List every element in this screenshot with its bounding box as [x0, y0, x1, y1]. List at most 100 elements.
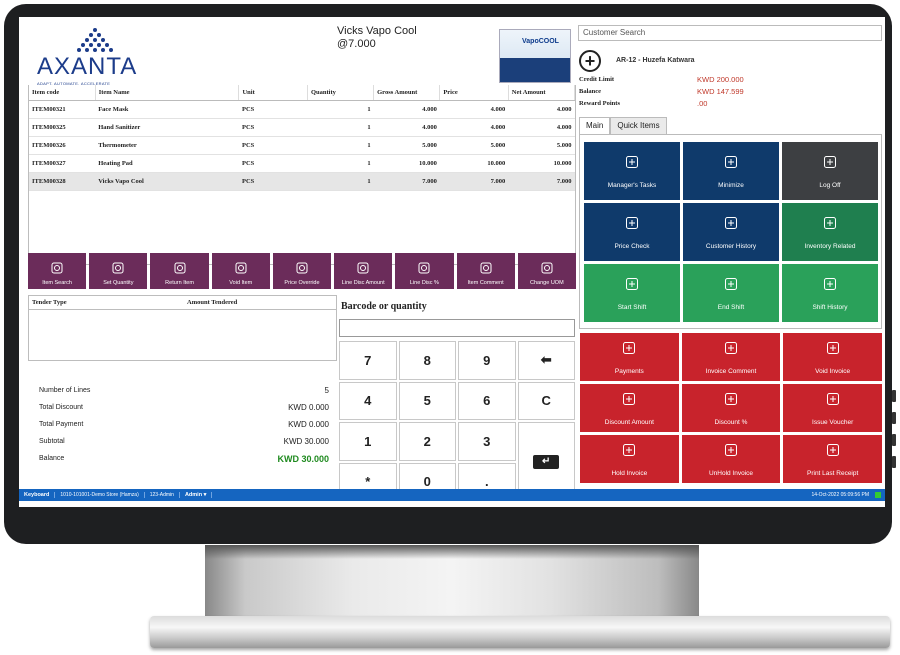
unhold-invoice-icon: [723, 442, 739, 470]
table-row[interactable]: ITEM00325 Hand Sanitizer PCS 1 4.000 4.000 4.0…: [29, 118, 575, 137]
column-header-price[interactable]: Price: [439, 85, 509, 101]
enter-key[interactable]: ↵: [517, 422, 575, 501]
key-3[interactable]: 3: [458, 422, 516, 461]
key-clear[interactable]: C: [517, 381, 575, 420]
customer-history-icon: [723, 215, 739, 243]
minimize-label: Minimize: [718, 181, 744, 189]
minimize-tile[interactable]: Minimize: [683, 142, 779, 200]
reward-points-value: .00: [697, 98, 708, 108]
void-item-button[interactable]: Void Item: [211, 253, 270, 289]
current-item-name: Vicks Vapo Cool: [337, 25, 417, 37]
table-row[interactable]: ITEM00321 Face Mask PCS 1 4.000 4.000 4.000: [29, 100, 575, 119]
balance-row: Balance KWD 30.000: [39, 450, 329, 467]
line-disc-amount-icon: [355, 260, 371, 280]
end-shift-label: End Shift: [717, 303, 745, 311]
hold-invoice-tile[interactable]: Hold Invoice: [580, 435, 679, 483]
table-cell: 7.000: [439, 172, 509, 191]
key-1[interactable]: 1: [339, 422, 397, 461]
table-cell: ITEM00325: [29, 118, 96, 137]
barcode-input[interactable]: [339, 319, 575, 337]
discount-amount-tile[interactable]: Discount Amount: [580, 384, 679, 432]
current-item-price: @7.000: [337, 38, 376, 50]
customer-search-input[interactable]: Customer Search: [578, 25, 882, 41]
table-cell: 4.000: [373, 118, 440, 137]
table-cell: 5.000: [439, 136, 509, 155]
item-search-button[interactable]: Item Search: [28, 253, 87, 289]
item-comment-button[interactable]: Item Comment: [456, 253, 515, 289]
set-quantity-button[interactable]: Set Quantity: [89, 253, 148, 289]
void-invoice-tile[interactable]: Void Invoice: [783, 333, 882, 381]
customer-name: AR-12 - Huzefa Katwara: [616, 57, 695, 64]
add-customer-button[interactable]: +: [579, 50, 601, 72]
start-shift-tile[interactable]: Start Shift: [584, 264, 680, 322]
user-label: 123-Admin: [145, 492, 180, 498]
issue-voucher-tile[interactable]: Issue Voucher: [783, 384, 882, 432]
key-8[interactable]: 8: [398, 341, 456, 380]
column-header-unit[interactable]: Unit: [238, 85, 308, 101]
return-item-icon: [172, 260, 188, 280]
hold-invoice-icon: [621, 442, 637, 470]
lines-row: Number of Lines 5: [39, 382, 329, 399]
key-6[interactable]: 6: [458, 381, 516, 420]
column-header-item-name[interactable]: Item Name: [95, 85, 240, 101]
unhold-invoice-tile[interactable]: UnHold Invoice: [681, 435, 781, 483]
reward-points-label: Reward Points: [579, 99, 620, 107]
end-shift-tile[interactable]: End Shift: [683, 264, 779, 322]
balance-value: KWD 30.000: [277, 453, 329, 464]
table-row[interactable]: ITEM00327 Heating Pad PCS 1 10.000 10.000 10.0…: [29, 154, 575, 173]
key-2[interactable]: 2: [398, 422, 456, 461]
key-7[interactable]: 7: [339, 341, 397, 380]
tab-main[interactable]: Main: [579, 117, 611, 135]
invoice-comment-tile[interactable]: Invoice Comment: [681, 333, 781, 381]
inventory-related-tile[interactable]: Inventory Related: [782, 203, 878, 261]
return-item-button[interactable]: Return Item: [150, 253, 209, 289]
void-invoice-label: Void Invoice: [815, 367, 851, 375]
key-backspace[interactable]: ⬅: [517, 341, 575, 380]
column-header-item-code[interactable]: Item code: [29, 85, 96, 101]
table-cell: ITEM00321: [29, 100, 96, 119]
keyboard-button[interactable]: Keyboard: [19, 492, 56, 498]
set-quantity-icon: [110, 260, 126, 280]
line-disc-percent-button[interactable]: Line Disc %: [395, 253, 454, 289]
tab-bar: Main Quick Items: [579, 117, 667, 135]
void-invoice-icon: [825, 340, 841, 368]
change-uom-button[interactable]: Change UOM: [517, 253, 576, 289]
line-disc-percent-label: Line Disc %: [409, 280, 439, 286]
manager-s-tasks-tile[interactable]: Manager's Tasks: [584, 142, 680, 200]
table-cell: PCS: [238, 100, 308, 119]
table-row[interactable]: ITEM00326 Thermometer PCS 1 5.000 5.000 5.000: [29, 136, 575, 155]
lines-label: Number of Lines: [39, 387, 91, 394]
print-last-receipt-tile[interactable]: Print Last Receipt: [783, 435, 882, 483]
price-check-tile[interactable]: Price Check: [584, 203, 680, 261]
log-off-tile[interactable]: Log Off: [782, 142, 878, 200]
discount-row: Total Discount KWD 0.000: [39, 399, 329, 416]
customer-balance-label: Balance: [579, 87, 602, 95]
role-dropdown[interactable]: Admin ▾: [180, 492, 213, 498]
line-disc-amount-button[interactable]: Line Disc Amount: [334, 253, 393, 289]
tender-table: Tender Type Amount Tendered: [28, 295, 337, 361]
key-5[interactable]: 5: [398, 381, 456, 420]
log-off-label: Log Off: [819, 181, 841, 189]
table-cell: ITEM00327: [29, 154, 96, 173]
table-cell: Thermometer: [95, 136, 239, 155]
tab-quick-items[interactable]: Quick Items: [610, 117, 667, 135]
key-4[interactable]: 4: [339, 381, 397, 420]
column-header-net-amount[interactable]: Net Amount: [508, 85, 576, 101]
barcode-label: Barcode or quantity: [341, 301, 427, 312]
price-check-label: Price Check: [614, 242, 650, 250]
table-cell: Face Mask: [95, 100, 239, 119]
table-row[interactable]: ITEM00328 Vicks Vapo Cool PCS 1 7.000 7.000 7.…: [29, 172, 575, 191]
monitor-stand-base: [150, 616, 890, 648]
start-shift-icon: [624, 276, 640, 304]
table-cell: 1: [307, 100, 374, 119]
column-header-gross-amount[interactable]: Gross Amount: [373, 85, 441, 101]
price-override-button[interactable]: Price Override: [272, 253, 332, 289]
key-9[interactable]: 9: [458, 341, 516, 380]
discount-percent-tile[interactable]: Discount %: [681, 384, 781, 432]
column-header-quantity[interactable]: Quantity: [307, 85, 375, 101]
payments-tile[interactable]: Payments: [580, 333, 679, 381]
monitor-side-buttons: [892, 390, 896, 470]
shift-history-tile[interactable]: Shift History: [782, 264, 878, 322]
item-comment-label: Item Comment: [467, 280, 504, 286]
customer-history-tile[interactable]: Customer History: [683, 203, 779, 261]
